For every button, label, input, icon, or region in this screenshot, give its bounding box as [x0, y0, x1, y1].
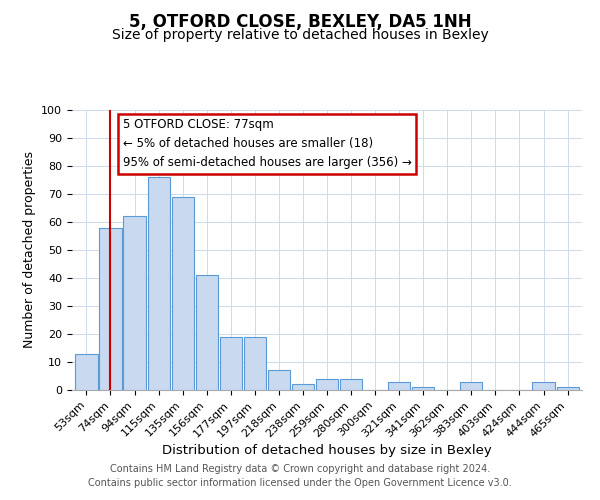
Bar — [124, 216, 146, 390]
Bar — [196, 275, 218, 390]
Bar — [172, 197, 194, 390]
Bar — [316, 379, 338, 390]
Bar — [460, 382, 482, 390]
Bar — [292, 384, 314, 390]
Bar — [76, 354, 98, 390]
Text: Size of property relative to detached houses in Bexley: Size of property relative to detached ho… — [112, 28, 488, 42]
Bar — [388, 382, 410, 390]
Bar — [148, 177, 170, 390]
Text: Contains HM Land Registry data © Crown copyright and database right 2024.
Contai: Contains HM Land Registry data © Crown c… — [88, 464, 512, 487]
Text: 5 OTFORD CLOSE: 77sqm
← 5% of detached houses are smaller (18)
95% of semi-detac: 5 OTFORD CLOSE: 77sqm ← 5% of detached h… — [122, 118, 412, 170]
Bar — [340, 379, 362, 390]
Y-axis label: Number of detached properties: Number of detached properties — [23, 152, 36, 348]
Bar — [100, 228, 122, 390]
Bar — [220, 337, 242, 390]
X-axis label: Distribution of detached houses by size in Bexley: Distribution of detached houses by size … — [162, 444, 492, 458]
Text: 5, OTFORD CLOSE, BEXLEY, DA5 1NH: 5, OTFORD CLOSE, BEXLEY, DA5 1NH — [128, 12, 472, 30]
Bar — [557, 387, 578, 390]
Bar — [244, 337, 266, 390]
Bar — [532, 382, 554, 390]
Bar — [412, 387, 434, 390]
Bar — [268, 370, 290, 390]
